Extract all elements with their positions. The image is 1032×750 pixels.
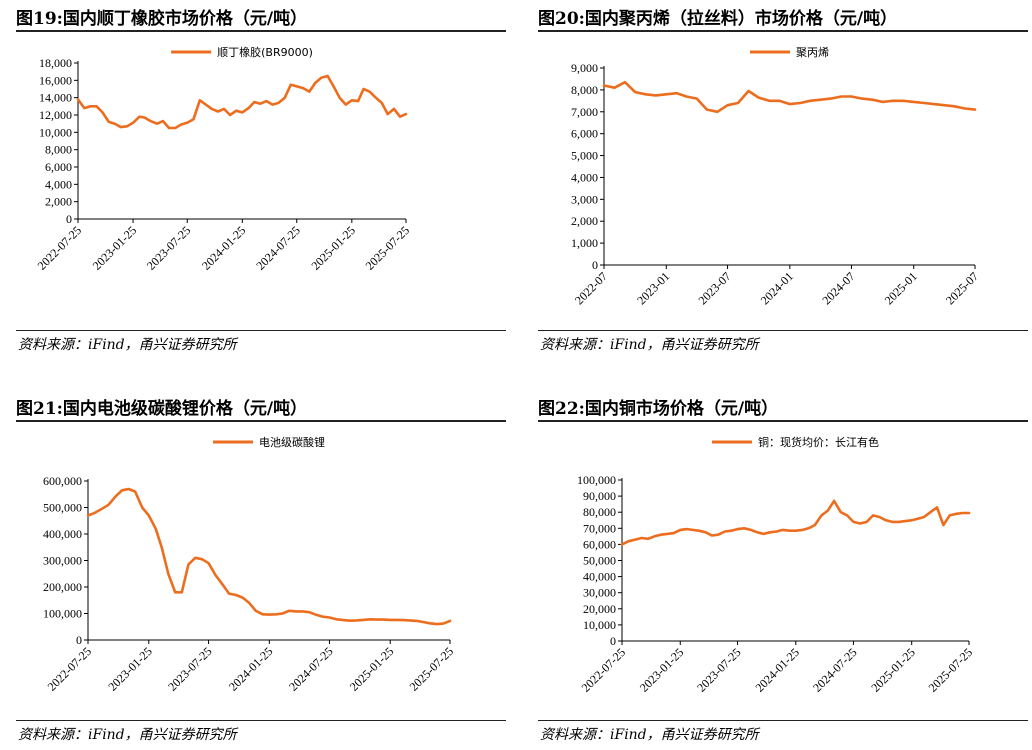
- x-tick-label: 2025-07-25: [926, 645, 975, 694]
- chart-copper: 0 10,000 20,000 30,000 40,000 50,000 60,000 70,…: [577, 435, 975, 695]
- panel-lithium-carbonate: 图21:国内电池级碳酸锂价格（元/吨） 0 100,000 200,000 300,0…: [16, 390, 516, 750]
- y-tick-label: 6,000: [571, 127, 598, 141]
- x-tick-label: 2024-07-25: [253, 223, 302, 272]
- x-tick-label: 2022-07: [572, 269, 610, 307]
- x-tick-label: 2024-01: [758, 269, 796, 307]
- y-tick-label: 40,000: [583, 570, 616, 584]
- y-tick-label: 200,000: [43, 580, 82, 594]
- y-tick-label: 3,000: [571, 192, 598, 206]
- chart-butadiene-rubber: 0 2,000 4,000 6,000 8,000 10,000 12,000 14,000 1…: [35, 45, 412, 273]
- y-tick-label: 2,000: [571, 214, 598, 228]
- y-tick-label: 6,000: [45, 160, 72, 174]
- source-divider: [538, 720, 1028, 721]
- y-tick-label: 30,000: [583, 586, 616, 600]
- y-tick-label: 300,000: [43, 554, 82, 568]
- legend-label: 铜：现货均价：长江有色: [758, 435, 879, 449]
- x-tick-label: 2024-01-25: [199, 223, 248, 272]
- x-tick-label: 2023-01-25: [105, 644, 154, 693]
- source-note: 资料来源：iFind，甬兴证券研究所: [540, 727, 759, 743]
- x-tick-label: 2024-07-25: [286, 644, 335, 693]
- legend-label: 顺丁橡胶(BR9000): [217, 45, 313, 59]
- source-divider: [16, 330, 506, 331]
- x-tick-label: 2022-07-25: [45, 644, 94, 693]
- x-tick-label: 2023-07-25: [165, 644, 214, 693]
- y-tick-label: 100,000: [577, 473, 616, 487]
- title-divider: [538, 420, 1028, 422]
- panel-copper: 图22:国内铜市场价格（元/吨） 0 10,000 20,000 30,000 40,0…: [538, 390, 1032, 750]
- y-tick-label: 600,000: [43, 474, 82, 488]
- source-note: 资料来源：iFind，甬兴证券研究所: [18, 337, 237, 353]
- y-tick-label: 70,000: [583, 521, 616, 535]
- series-line: [76, 74, 408, 130]
- legend-label: 电池级碳酸锂: [259, 435, 325, 449]
- y-tick-label: 9,000: [571, 61, 598, 75]
- series-line: [86, 487, 452, 626]
- x-tick-label: 2025-07: [943, 269, 981, 307]
- y-tick-label: 0: [592, 258, 598, 272]
- x-tick-label: 2024-01-25: [226, 644, 275, 693]
- source-note: 资料来源：iFind，甬兴证券研究所: [540, 337, 759, 353]
- x-tick-label: 2023-01: [634, 269, 672, 307]
- series-line: [602, 80, 977, 114]
- y-tick-label: 0: [610, 634, 616, 648]
- y-tick-label: 2,000: [45, 195, 72, 209]
- y-tick-label: 0: [76, 633, 82, 647]
- y-tick-label: 80,000: [583, 505, 616, 519]
- x-tick-label: 2024-07-25: [810, 645, 859, 694]
- y-tick-label: 4,000: [571, 170, 598, 184]
- panel-butadiene-rubber: 图19:国内顺丁橡胶市场价格（元/吨） 0 2,000 4,000 6,000 8,00…: [16, 0, 516, 360]
- y-tick-label: 16,000: [39, 73, 72, 87]
- y-tick-label: 1,000: [571, 236, 598, 250]
- x-tick-label: 2023-07-25: [694, 645, 743, 694]
- x-tick-label: 2023-01-25: [637, 645, 686, 694]
- y-tick-label: 5,000: [571, 149, 598, 163]
- x-tick-label: 2025-01-25: [308, 223, 357, 272]
- title-divider: [16, 420, 506, 422]
- x-tick-label: 2025-01-25: [868, 645, 917, 694]
- y-tick-label: 0: [66, 212, 72, 226]
- y-tick-label: 100,000: [43, 607, 82, 621]
- y-tick-label: 90,000: [583, 489, 616, 503]
- y-tick-label: 500,000: [43, 501, 82, 515]
- x-tick-label: 2022-07-25: [579, 645, 628, 694]
- chart-lithium-carbonate: 0 100,000 200,000 300,000 400,000 500,000 600,…: [43, 435, 456, 694]
- y-tick-label: 400,000: [43, 527, 82, 541]
- chart-title: 图19:国内顺丁橡胶市场价格（元/吨）: [16, 9, 308, 29]
- y-tick-label: 8,000: [571, 83, 598, 97]
- y-tick-label: 14,000: [39, 91, 72, 105]
- y-tick-label: 60,000: [583, 537, 616, 551]
- y-tick-label: 7,000: [571, 105, 598, 119]
- series-line: [620, 499, 971, 546]
- title-divider: [538, 30, 1028, 32]
- y-tick-label: 12,000: [39, 108, 72, 122]
- legend-label: 聚丙烯: [796, 46, 829, 59]
- y-tick-label: 4,000: [45, 177, 72, 191]
- chart-polypropylene: 0 1,000 2,000 3,000 4,000 5,000 6,000 7,000 8,00…: [571, 46, 981, 307]
- x-tick-label: 2022-07-25: [35, 223, 84, 272]
- y-tick-label: 20,000: [583, 602, 616, 616]
- panel-polypropylene: 图20:国内聚丙烯（拉丝料）市场价格（元/吨） 0 1,000 2,000 3,000…: [538, 0, 1032, 360]
- y-tick-label: 10,000: [39, 125, 72, 139]
- x-tick-label: 2023-01-25: [90, 223, 139, 272]
- chart-title: 图20:国内聚丙烯（拉丝料）市场价格（元/吨）: [538, 9, 898, 29]
- y-tick-label: 10,000: [583, 618, 616, 632]
- x-tick-label: 2023-07: [695, 269, 733, 307]
- y-tick-label: 18,000: [39, 56, 72, 70]
- x-tick-label: 2024-07: [819, 269, 857, 307]
- y-tick-label: 50,000: [583, 554, 616, 568]
- x-tick-label: 2025-01-25: [347, 644, 396, 693]
- chart-title: 图22:国内铜市场价格（元/吨）: [538, 399, 779, 419]
- title-divider: [16, 30, 506, 32]
- chart-title: 图21:国内电池级碳酸锂价格（元/吨）: [16, 399, 308, 419]
- source-divider: [538, 330, 1028, 331]
- x-tick-label: 2024-01-25: [752, 645, 801, 694]
- y-tick-label: 8,000: [45, 143, 72, 157]
- x-tick-label: 2025-01: [882, 269, 920, 307]
- source-note: 资料来源：iFind，甬兴证券研究所: [18, 727, 237, 743]
- x-tick-label: 2023-07-25: [144, 223, 193, 272]
- x-tick-label: 2025-07-25: [407, 644, 456, 693]
- source-divider: [16, 720, 506, 721]
- x-tick-label: 2025-07-25: [363, 223, 412, 272]
